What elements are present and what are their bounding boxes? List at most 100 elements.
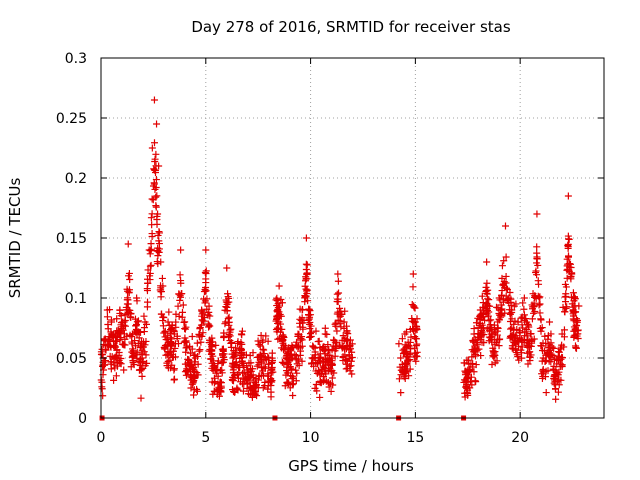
data-point [538,347,546,355]
data-point [308,354,316,362]
data-point [153,120,161,128]
data-point [530,299,538,307]
data-point [556,360,564,368]
data-point [469,363,477,371]
data-point [179,301,187,309]
data-point [152,150,160,158]
data-point [298,306,306,314]
data-points [97,96,583,421]
data-point [264,337,272,345]
data-point [170,365,178,373]
data-point [463,356,471,364]
data-point [235,345,243,353]
data-point [170,376,178,384]
data-point [288,375,296,383]
data-point [305,320,313,328]
data-point [125,306,133,314]
axis-ticks: 0 5 10 15 20 0 0.05 0.1 0.15 0.2 0.25 0.3 [56,51,604,446]
data-point [99,392,107,400]
data-point [477,324,485,332]
data-point [546,318,554,326]
data-point [219,345,227,353]
data-point [120,318,128,326]
y-tick-label: 0.3 [65,51,87,67]
data-point [406,365,414,373]
data-point [571,295,579,303]
data-point [227,339,235,347]
data-point [219,351,227,359]
data-point [229,377,237,385]
data-point [123,332,131,340]
data-point [141,341,149,349]
data-point [254,337,262,345]
data-point [490,321,498,329]
data-point [520,294,528,302]
data-point [555,348,563,356]
data-point [198,310,206,318]
data-point [534,292,542,300]
data-point [469,336,477,344]
data-point [260,350,268,358]
data-point [197,338,205,346]
data-point [274,324,282,332]
data-point [152,202,160,210]
data-point [146,276,154,284]
data-point [467,373,475,381]
data-point [343,364,351,372]
data-point [296,344,304,352]
data-point [575,302,583,310]
data-point [541,332,549,340]
data-point [222,303,230,311]
data-point [275,282,283,290]
data-point [155,162,163,170]
data-point [195,347,203,355]
data-point [411,344,419,352]
data-point [182,323,190,331]
data-point [239,369,247,377]
y-tick-label: 0.1 [65,291,87,307]
data-point [133,326,141,334]
data-point [120,366,128,374]
data-point [135,334,143,342]
data-point [220,350,228,358]
data-point [154,247,162,255]
data-point [567,272,575,280]
data-point [343,328,351,336]
data-point [125,286,133,294]
data-point [256,342,264,350]
data-point [276,310,284,318]
data-point [183,365,191,373]
data-point [533,210,541,218]
data-point [567,293,575,301]
data-point [188,345,196,353]
data-point [536,324,544,332]
data-point [500,280,508,288]
data-point [491,359,499,367]
data-point [573,318,581,326]
data-point [513,351,521,359]
data-point [228,350,236,358]
data-point [514,338,522,346]
data-point [481,316,489,324]
data-point [226,326,234,334]
x-tick-label: 5 [201,430,210,446]
data-point [251,382,259,390]
data-point [117,312,125,320]
data-point [561,308,569,316]
data-point [331,352,339,360]
data-point [494,336,502,344]
data-point [277,328,285,336]
data-point [542,389,550,397]
data-point [316,393,324,401]
data-point [172,310,180,318]
chart-title: Day 278 of 2016, SRMTID for receiver sta… [191,18,511,36]
data-point [253,362,261,370]
data-point [348,370,356,378]
data-point [329,342,337,350]
data-point [224,293,232,301]
data-point [119,326,127,334]
data-point [137,359,145,367]
data-point [193,339,201,347]
data-point [510,330,518,338]
